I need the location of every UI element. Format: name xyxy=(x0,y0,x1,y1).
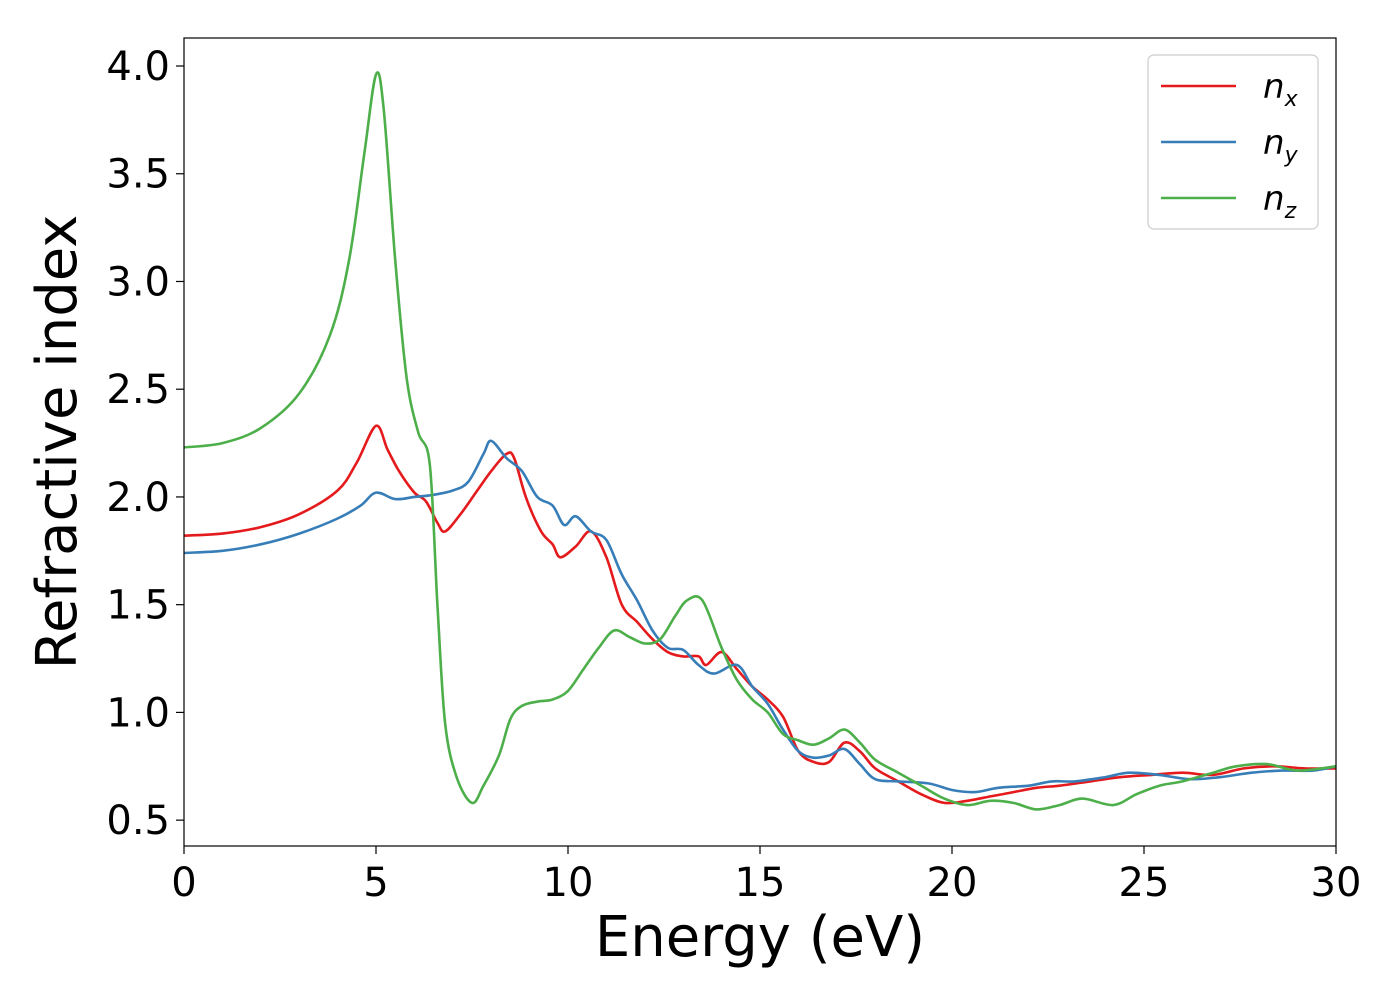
x-tick-label: 10 xyxy=(543,860,594,906)
x-tick-label: 20 xyxy=(927,860,978,906)
y-tick-label: 2.0 xyxy=(106,475,170,521)
y-tick-label: 1.0 xyxy=(106,690,170,736)
x-tick-label: 5 xyxy=(363,860,388,906)
legend-label-y: ny xyxy=(1263,123,1299,168)
series-line-n-z xyxy=(183,71,1337,811)
legend-label-x: nx xyxy=(1263,67,1299,112)
legend-label-base: n xyxy=(1263,179,1285,219)
legend-label-subscript: z xyxy=(1284,199,1297,224)
x-tick-label: 15 xyxy=(735,860,786,906)
x-axis-title: Energy (eV) xyxy=(595,905,925,970)
y-axis-title: Refractive index xyxy=(25,215,90,670)
y-tick-label: 4.0 xyxy=(106,44,170,90)
series-line-n-y xyxy=(183,439,1337,794)
y-tick-label: 1.5 xyxy=(106,583,170,629)
y-tick-label: 3.0 xyxy=(106,259,170,305)
y-axis-ticks: 0.5 1.0 1.5 2.0 2.5 3.0 3.5 4.0 xyxy=(106,44,184,844)
legend-label-subscript: y xyxy=(1284,143,1299,168)
legend-label-subscript: x xyxy=(1284,87,1299,112)
plot-lines xyxy=(183,71,1337,811)
x-tick-label: 30 xyxy=(1311,860,1362,906)
legend-label-z: nz xyxy=(1263,179,1297,224)
y-tick-label: 2.5 xyxy=(106,367,170,413)
x-axis-ticks: 0 5 10 15 20 25 30 xyxy=(171,846,1361,906)
legend-label-base: n xyxy=(1263,67,1285,107)
y-tick-label: 0.5 xyxy=(106,798,170,844)
x-tick-label: 25 xyxy=(1119,860,1170,906)
x-tick-label: 0 xyxy=(171,860,196,906)
y-tick-label: 3.5 xyxy=(106,152,170,198)
legend-label-base: n xyxy=(1263,123,1285,163)
